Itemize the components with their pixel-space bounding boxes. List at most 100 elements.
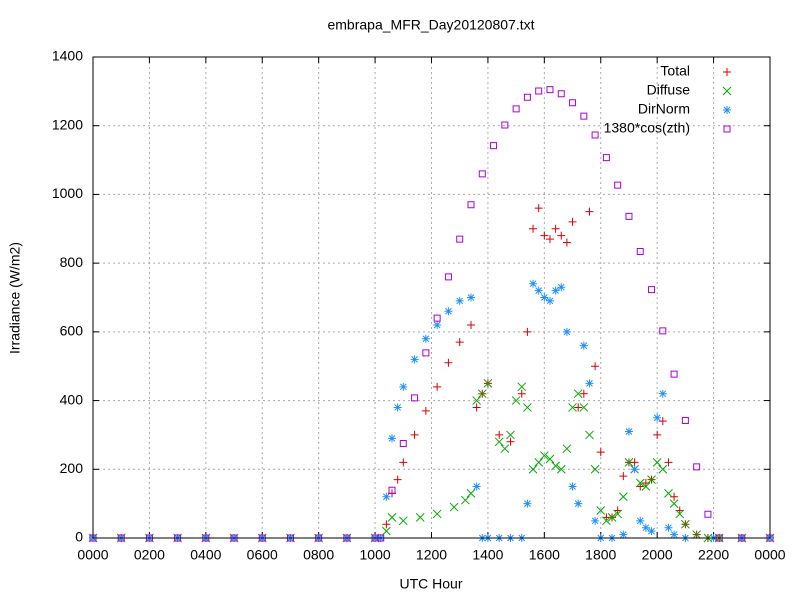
data-point [495,430,504,439]
data-point [444,307,453,316]
data-point [591,131,599,139]
data-point [647,475,656,484]
data-point [477,389,487,399]
data-point [545,235,554,244]
data-point [534,204,543,213]
data-point [540,293,549,302]
x-tick-label: 1000 [360,547,391,563]
data-point [551,461,560,471]
data-point [534,458,544,467]
data-point [512,105,520,113]
data-point [202,534,210,542]
data-point [377,534,385,542]
data-point [579,341,588,350]
data-point [653,430,662,439]
data-point [483,379,493,388]
data-point [444,358,453,367]
x-tick-label: 1800 [585,547,616,563]
data-point [591,516,600,525]
data-point [456,235,464,243]
data-point [624,427,633,436]
data-point [715,534,723,542]
data-point [415,513,425,522]
data-point [738,534,746,542]
data-point [117,534,125,542]
data-point [652,458,662,467]
data-point [602,154,610,162]
data-point [585,207,594,216]
data-point [511,396,521,405]
legend-label: Diffuse [647,82,691,98]
data-point [258,534,266,542]
data-point [433,314,441,322]
data-point [501,121,509,129]
data-point [517,382,527,392]
data-point [766,534,774,542]
data-point [444,273,452,281]
legend-marker [723,125,731,133]
data-point [449,502,459,512]
x-tick-label: 0000 [77,547,108,563]
data-point [472,482,481,491]
data-point [625,212,633,220]
data-point [658,389,667,398]
y-tick-label: 1400 [52,48,83,64]
data-point [562,238,571,247]
y-tick-label: 200 [60,460,84,476]
data-point [648,286,656,294]
data-point [624,458,634,467]
data-point [467,201,475,209]
data-point [472,396,481,405]
data-point [506,437,515,446]
data-point [635,478,645,488]
data-point [534,286,543,295]
data-point [506,430,515,440]
data-point [658,464,668,474]
data-point [653,413,662,422]
legend-label: Total [660,63,690,79]
data-point [619,530,628,539]
data-point [585,379,594,388]
data-point [590,464,600,474]
data-point [387,513,397,522]
data-point [466,320,475,329]
x-tick-label: 0800 [303,547,334,563]
data-point [478,170,486,178]
plot-area [88,86,775,543]
data-point [382,492,391,501]
data-point [664,458,673,467]
data-point [432,509,442,519]
data-point [466,293,475,302]
data-point [517,389,526,398]
data-point [568,403,577,412]
data-point [613,506,622,515]
legend-label: 1380*cos(zth) [604,120,690,136]
data-point [658,417,667,426]
data-point [664,488,673,498]
data-point [174,534,182,542]
data-point [382,526,391,536]
data-point [574,499,583,508]
data-point [613,509,623,519]
data-point [393,403,402,412]
data-point [382,520,391,529]
data-point [670,370,678,378]
data-point [641,523,650,532]
data-point [500,444,510,454]
data-point [545,296,554,305]
data-point [630,465,639,474]
data-point [574,403,583,412]
data-point [494,437,504,447]
data-point [619,472,628,481]
data-point [591,362,600,371]
legend-marker [722,86,732,96]
data-point [669,499,679,508]
data-point [315,534,323,542]
data-point [568,482,577,491]
data-point [410,430,419,439]
data-point [647,527,656,536]
data-point [579,403,589,412]
x-tick-label: 0400 [190,547,221,563]
data-point [675,506,684,515]
